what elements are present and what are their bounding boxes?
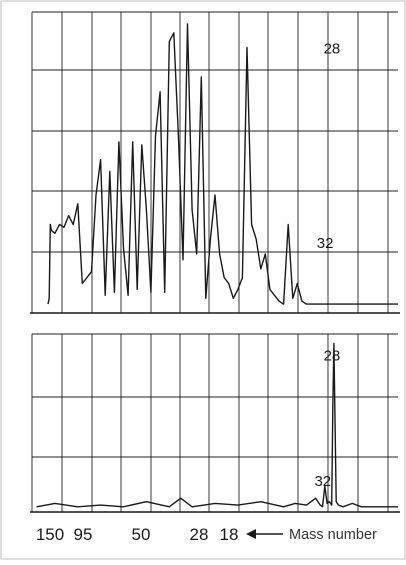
- top-panel: 28 32: [30, 11, 400, 314]
- x-tick-label: 95: [74, 525, 93, 544]
- x-tick-label: 18: [220, 525, 239, 544]
- peak-label: 32: [317, 235, 334, 252]
- x-axis: 150 95 50 28 18 Mass number: [36, 525, 377, 544]
- peak-label: 28: [324, 40, 341, 57]
- grid: [30, 11, 400, 314]
- axis-arrow-head: [246, 529, 256, 539]
- x-axis-label: Mass number: [289, 527, 377, 543]
- spectrum-line: [36, 342, 398, 508]
- peak-label: 28: [324, 348, 341, 365]
- spectrum-line: [47, 23, 398, 305]
- peak-label: 32: [314, 473, 331, 490]
- bottom-panel: 28 32: [30, 333, 400, 513]
- grid: [30, 333, 400, 513]
- x-tick-label: 28: [190, 525, 209, 544]
- x-tick-label: 150: [36, 525, 64, 544]
- x-tick-label: 50: [132, 525, 151, 544]
